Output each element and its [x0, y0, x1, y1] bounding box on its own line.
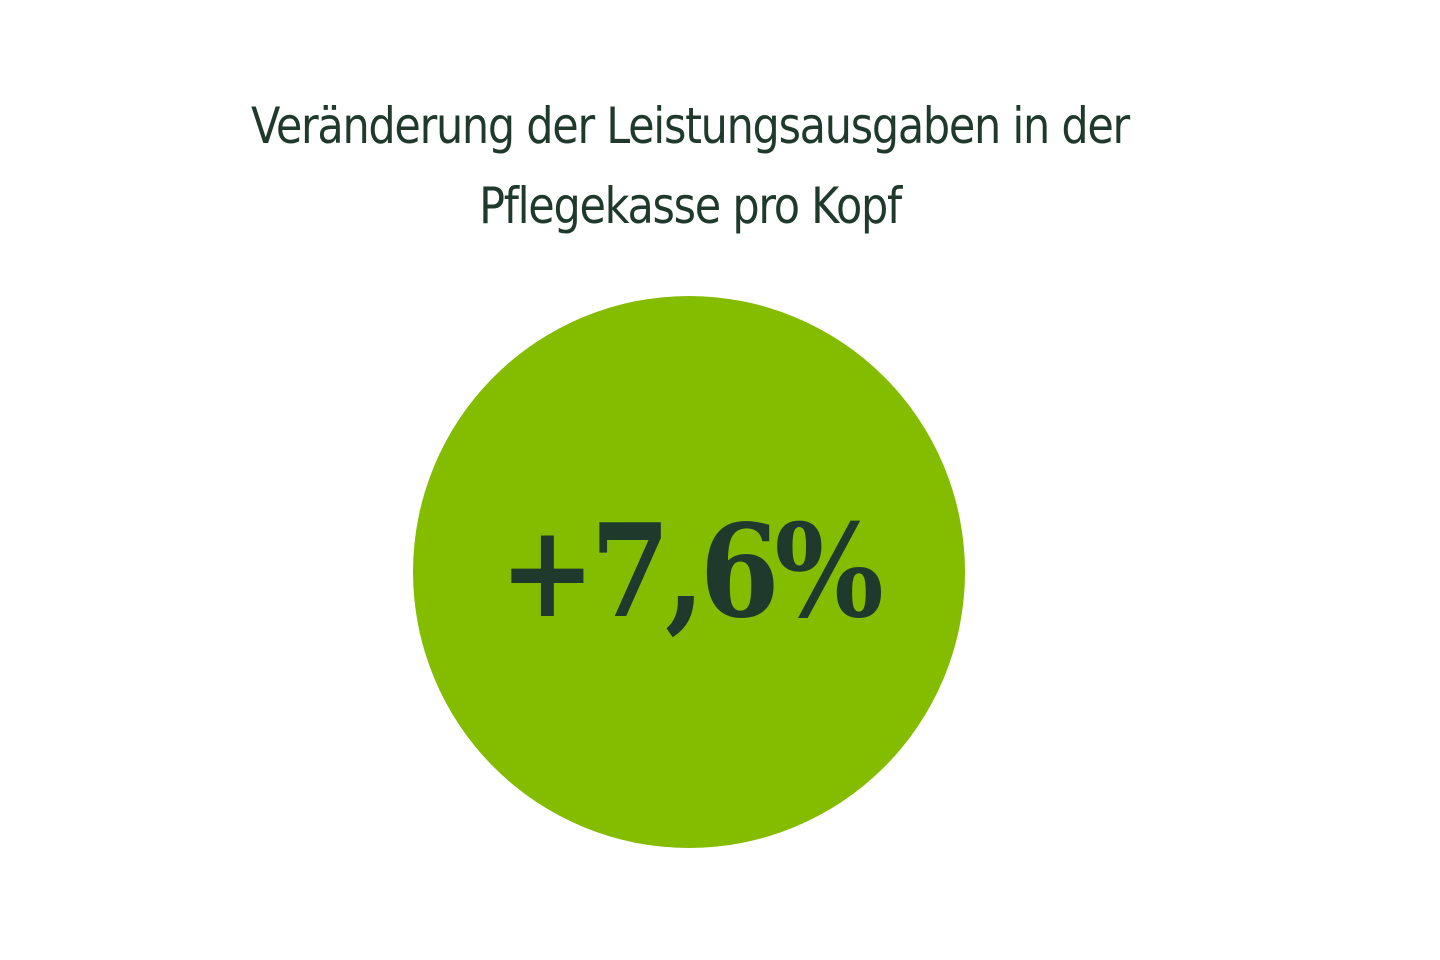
percentage-change-value: +7,6% — [499, 497, 884, 647]
chart-title: Veränderung der Leistungsausgaben in der… — [183, 86, 1198, 246]
chart-title-line-1: Veränderung der Leistungsausgaben in der — [251, 96, 1130, 155]
chart-title-line-2: Pflegekasse pro Kopf — [479, 176, 902, 235]
value-circle: +7,6% — [413, 296, 965, 848]
